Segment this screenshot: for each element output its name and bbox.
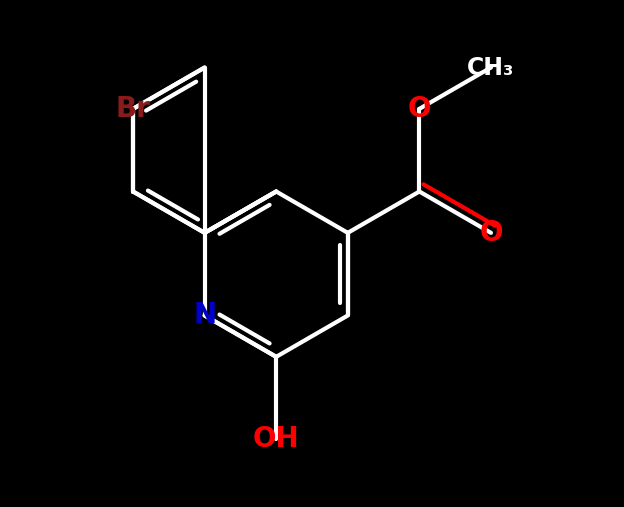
- Text: O: O: [407, 95, 431, 123]
- Text: Br: Br: [115, 95, 150, 123]
- Text: OH: OH: [253, 425, 300, 453]
- Text: O: O: [479, 219, 503, 247]
- Text: CH₃: CH₃: [467, 55, 515, 80]
- Text: N: N: [193, 302, 216, 330]
